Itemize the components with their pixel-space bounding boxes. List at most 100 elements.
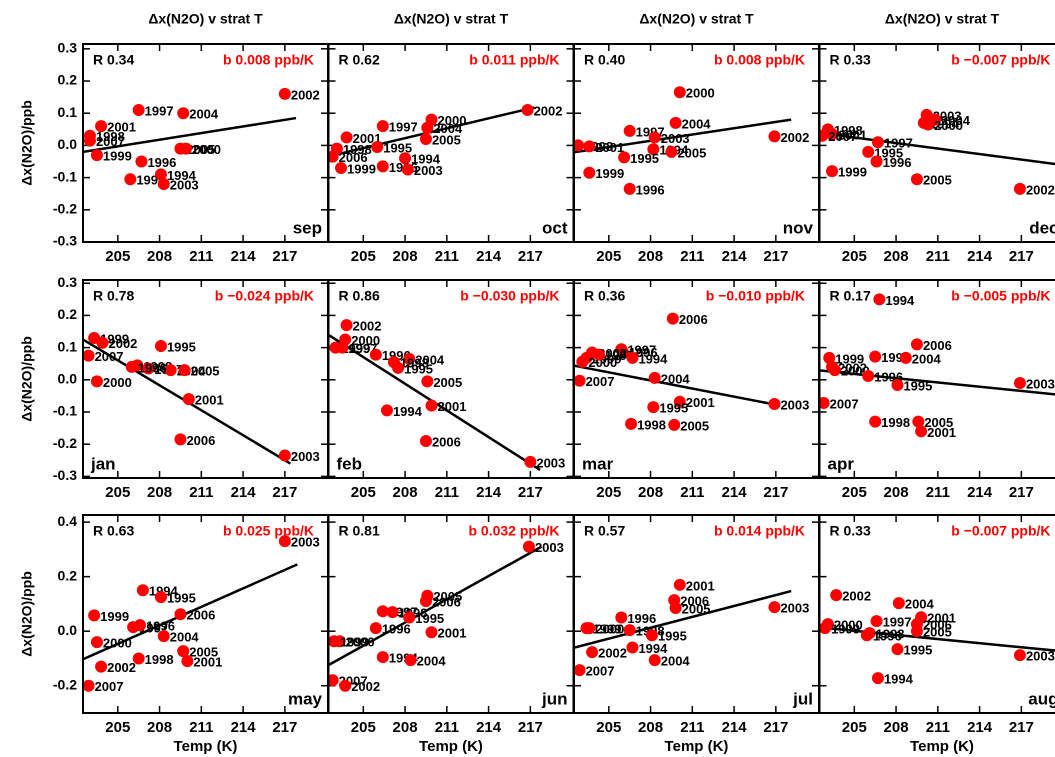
x-axis-label: Temp (K) — [419, 738, 483, 755]
point — [328, 635, 341, 648]
y-tick-label: 0.4 — [58, 513, 78, 529]
point-label: 2007 — [96, 134, 125, 149]
r-value: R 0.33 — [830, 52, 871, 68]
panel-title: Δx(N2O) v strat T — [394, 11, 509, 27]
point — [376, 651, 389, 664]
point — [522, 540, 535, 553]
point-label: 2003 — [661, 131, 690, 146]
point — [910, 625, 923, 638]
point-label: 1999 — [340, 635, 369, 650]
point-label: 2002 — [598, 646, 627, 661]
point-label: 2004 — [941, 113, 971, 128]
slope: b 0.032 ppb/K — [468, 523, 559, 539]
point — [869, 350, 882, 363]
point-label: 2003 — [780, 601, 809, 616]
point — [154, 340, 167, 352]
point — [425, 626, 438, 639]
point-label: 1998 — [343, 142, 372, 157]
y-tick-label: 0.3 — [58, 274, 78, 290]
point-label: 1998 — [834, 123, 863, 138]
point — [340, 131, 353, 144]
panel-frame — [818, 514, 1055, 714]
point-label: 1998 — [881, 415, 910, 430]
point — [830, 589, 843, 602]
panel: 2000200419972003200219982001199420051995… — [574, 44, 819, 242]
point — [154, 591, 167, 604]
point-label: 1997 — [883, 615, 912, 630]
x-axis-label: Temp (K) — [174, 738, 238, 755]
point — [618, 151, 631, 164]
month-label: aug — [1028, 689, 1055, 708]
point-label: 2004 — [170, 630, 200, 645]
fit-line — [819, 131, 1055, 166]
point — [912, 415, 925, 428]
x-tick-label: 214 — [231, 719, 257, 736]
point-label: 2006 — [432, 434, 461, 449]
x-tick-label: 211 — [189, 484, 213, 501]
point — [615, 611, 628, 624]
point-label: 2000 — [686, 86, 715, 101]
point-label: 1999 — [595, 166, 624, 181]
point-label: 1998 — [400, 356, 429, 371]
point-label: 2006 — [186, 433, 215, 448]
point-label: 2000 — [834, 618, 863, 633]
panel: 1998200120072003199420042000199719951996… — [819, 44, 1055, 242]
point — [339, 679, 352, 692]
point — [891, 643, 904, 656]
point-label: 1998 — [637, 417, 666, 432]
point — [83, 349, 95, 362]
point-label: 2005 — [923, 173, 952, 188]
y-tick-label: -0.2 — [53, 201, 77, 217]
fit-line — [819, 626, 1055, 652]
point — [574, 139, 585, 152]
point — [1013, 377, 1026, 390]
point-label: 2002 — [108, 336, 137, 351]
point — [583, 140, 596, 153]
point-label: 1999 — [341, 341, 370, 356]
point — [328, 150, 339, 163]
point-label: 2001 — [438, 626, 467, 641]
x-tick-label: 211 — [926, 719, 950, 736]
x-tick-label: 214 — [722, 484, 748, 501]
point — [182, 393, 195, 406]
point-label: 2004 — [417, 654, 447, 669]
point — [419, 132, 432, 145]
point-label: 1995 — [658, 629, 687, 644]
panel: 1999200720021995199819972004200519962000… — [83, 280, 328, 478]
x-tick-label: 205 — [105, 719, 130, 736]
point — [669, 116, 682, 129]
point — [586, 646, 599, 659]
r-value: R 0.81 — [339, 523, 380, 539]
slope: b 0.008 ppb/K — [714, 52, 805, 68]
point — [336, 341, 349, 354]
point — [574, 374, 586, 387]
panel-frame — [818, 279, 1055, 479]
r-value: R 0.40 — [584, 52, 625, 68]
point-label: 1996 — [627, 611, 656, 626]
point — [648, 131, 661, 144]
point — [404, 654, 417, 667]
point-label: 1995 — [404, 361, 433, 376]
x-tick-label: 214 — [231, 484, 257, 501]
x-tick-label: 205 — [842, 484, 867, 501]
point — [136, 584, 149, 597]
point — [892, 597, 905, 610]
point-label: 1996 — [883, 155, 912, 170]
point-label: 1999 — [103, 149, 132, 164]
fit-line — [83, 116, 297, 154]
point-label: 2000 — [351, 333, 380, 348]
point — [823, 351, 836, 364]
point-label: 2005 — [186, 142, 215, 157]
point-label: 1994 — [638, 641, 668, 656]
point — [376, 120, 389, 133]
y-tick-label: 0.2 — [58, 306, 78, 322]
month-label: dec — [1029, 218, 1055, 237]
point-label: 2005 — [682, 601, 711, 616]
point-label: 2000 — [103, 375, 132, 390]
slope: b −0.010 ppb/K — [706, 288, 805, 304]
point — [340, 319, 353, 332]
point-label: 1995 — [903, 643, 932, 658]
x-tick-label: 217 — [518, 719, 543, 736]
x-tick-label: 217 — [763, 719, 788, 736]
